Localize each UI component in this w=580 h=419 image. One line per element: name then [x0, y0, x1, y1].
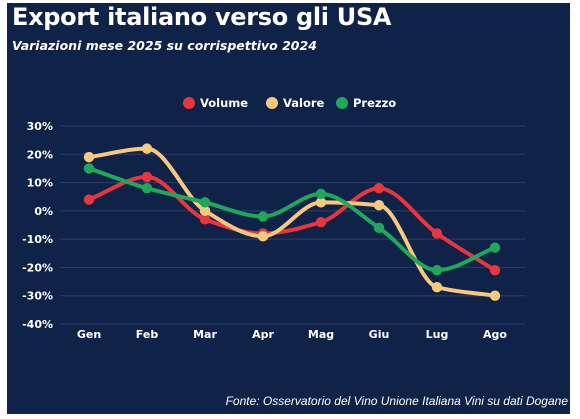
data-point-valore: [199, 205, 211, 217]
data-point-prezzo: [257, 211, 269, 222]
data-point-valore: [489, 290, 501, 301]
legend-swatch-prezzo: [336, 97, 348, 109]
data-point-valore: [141, 143, 153, 154]
data-point-prezzo: [373, 222, 385, 234]
chart-subtitle: Variazioni mese 2025 su corrispettivo 20…: [12, 38, 317, 53]
x-tick-label: Ago: [483, 328, 507, 341]
y-tick-label: -30%: [22, 290, 53, 303]
y-tick-label: -40%: [22, 318, 53, 331]
legend-label-valore: Valore: [283, 96, 325, 110]
data-point-volume: [141, 171, 153, 183]
x-tick-label: Feb: [136, 328, 159, 341]
legend-label-volume: Volume: [200, 96, 248, 110]
x-axis-ticks: Gen Feb Mar Apr Mag Giu Lug Ago: [77, 328, 508, 341]
x-tick-label: Gen: [77, 328, 101, 341]
x-tick-label: Mar: [193, 328, 217, 341]
y-tick-label: 30%: [27, 120, 53, 133]
x-tick-label: Apr: [252, 328, 274, 341]
data-point-prezzo: [199, 197, 211, 208]
data-point-valore: [431, 282, 443, 293]
data-point-prezzo: [431, 265, 443, 276]
data-point-valore: [83, 151, 95, 163]
y-axis-ticks: 30% 20% 10% 0% -10% -20% -30% -40%: [22, 120, 53, 331]
data-point-volume: [431, 228, 443, 239]
source-note: Fonte: Osservatorio del Vino Unione Ital…: [225, 394, 568, 408]
data-point-prezzo: [83, 163, 95, 174]
y-tick-label: 10%: [27, 177, 53, 190]
data-point-valore: [257, 231, 269, 242]
data-point-prezzo: [141, 183, 153, 194]
legend-label-prezzo: Prezzo: [353, 96, 396, 110]
data-point-volume: [373, 183, 385, 194]
y-tick-label: -20%: [22, 261, 53, 274]
data-point-valore: [373, 200, 385, 211]
legend-swatch-valore: [266, 97, 278, 109]
series-points: [83, 143, 501, 301]
chart-title: Export italiano verso gli USA: [12, 3, 392, 31]
x-tick-label: Mag: [308, 328, 334, 341]
data-point-volume: [83, 194, 95, 205]
series-line-valore: [87, 146, 497, 298]
data-point-prezzo: [489, 242, 501, 253]
y-tick-label: 20%: [27, 148, 53, 161]
gridlines: [60, 125, 525, 325]
data-point-volume: [489, 265, 501, 276]
y-tick-label: -10%: [22, 233, 53, 246]
x-tick-label: Giu: [369, 328, 390, 341]
x-tick-label: Lug: [426, 328, 449, 341]
data-point-volume: [199, 214, 211, 225]
y-tick-label: 0%: [34, 205, 53, 218]
data-point-volume: [315, 216, 327, 228]
data-point-valore: [315, 197, 327, 208]
legend: Volume Valore Prezzo: [183, 96, 396, 110]
legend-swatch-volume: [183, 97, 195, 109]
data-point-prezzo: [315, 188, 327, 200]
